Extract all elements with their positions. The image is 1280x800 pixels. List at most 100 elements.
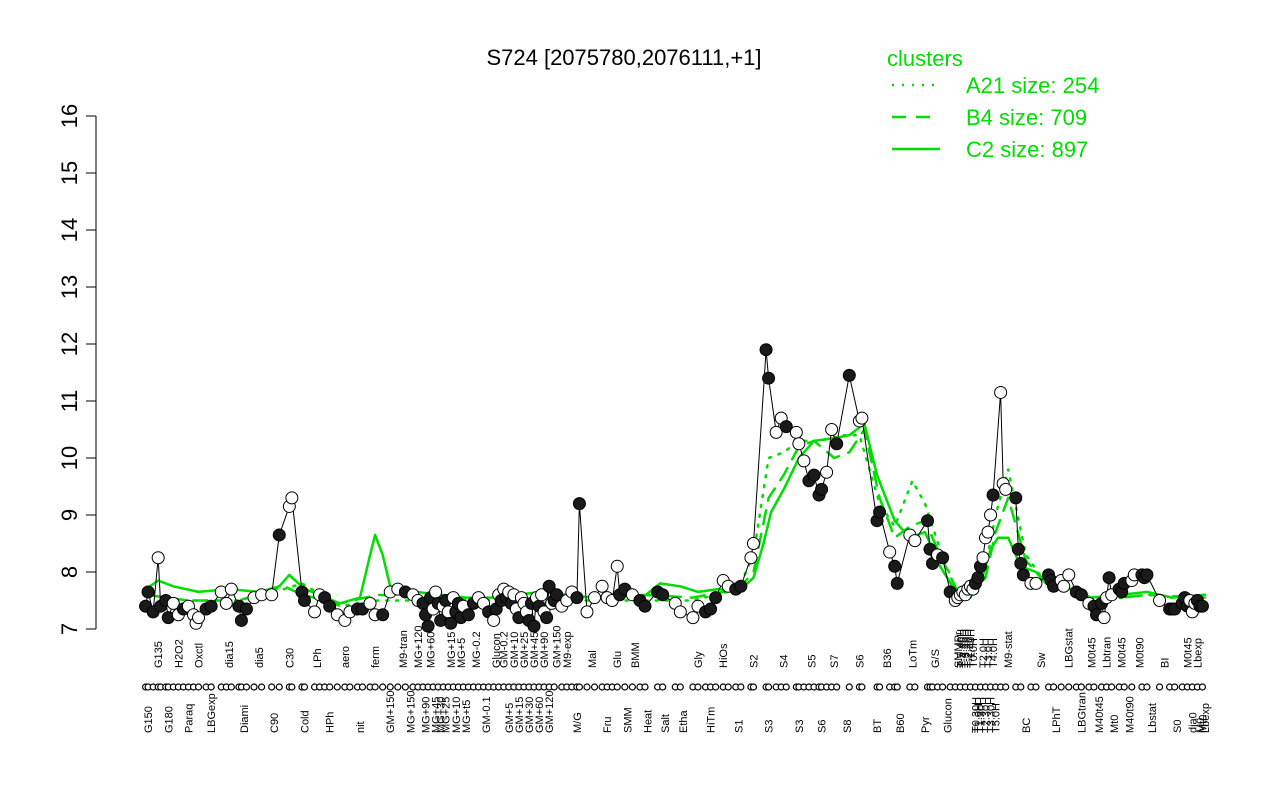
legend-entry-label: C2 size: 897 bbox=[966, 137, 1088, 162]
x-tick-label: T1.30H bbox=[975, 697, 987, 733]
x-tick-label: HiTm bbox=[706, 707, 718, 733]
x-tick-label: LBGstat bbox=[1064, 628, 1076, 668]
data-point bbox=[588, 591, 602, 605]
rug-marker bbox=[227, 683, 235, 691]
data-point bbox=[746, 537, 760, 550]
x-tick-label: GM+150 bbox=[552, 626, 564, 669]
x-tick-label: Etha bbox=[678, 709, 690, 733]
x-tick-label: S3 bbox=[764, 720, 776, 733]
rug-marker bbox=[1155, 683, 1164, 691]
x-tick-label: M/G bbox=[572, 712, 584, 733]
x-tick-label: T-1.40H bbox=[965, 629, 977, 668]
y-tick-label: 7 bbox=[57, 623, 82, 635]
y-axis: 7 8 9 10 11 12 13 14 15 16 bbox=[57, 104, 97, 635]
x-tick-label: S0 bbox=[1172, 720, 1184, 733]
rug-marker bbox=[1057, 683, 1065, 691]
rug-marker bbox=[1077, 683, 1085, 691]
x-tick-label: MG+60 bbox=[426, 632, 438, 668]
data-point bbox=[1195, 599, 1209, 613]
x-tick-label: M0 bbox=[1195, 718, 1207, 733]
x-tick-label: S7 bbox=[829, 655, 841, 668]
rug-marker bbox=[875, 683, 884, 691]
x-tick-label: T-5.40H bbox=[955, 629, 967, 668]
x-tick-label: G/S bbox=[930, 649, 942, 668]
x-tick-label: LPhT bbox=[1051, 706, 1063, 733]
rug-marker bbox=[1128, 683, 1136, 691]
x-tick-label: GM+150 bbox=[385, 691, 397, 734]
x-tick-label: M9-exp bbox=[562, 631, 574, 668]
data-point bbox=[595, 579, 609, 593]
rug-marker bbox=[1108, 683, 1116, 691]
rug-marker bbox=[1171, 683, 1179, 691]
x-tick-label: GM+90 bbox=[539, 632, 551, 668]
x-tick-label: T0.0H bbox=[968, 638, 980, 668]
data-point bbox=[971, 571, 985, 585]
x-tick-label: C90 bbox=[269, 713, 281, 733]
data-point bbox=[421, 619, 435, 633]
x-tick-label: MG+30 bbox=[436, 697, 448, 733]
rug-marker bbox=[590, 683, 599, 691]
rug-marker bbox=[1143, 683, 1151, 691]
data-point bbox=[141, 585, 155, 599]
data-point bbox=[285, 491, 299, 505]
rug-marker bbox=[628, 683, 636, 691]
x-tick-label: Mt0 bbox=[1197, 715, 1209, 733]
x-tick-label: MG+10 bbox=[451, 697, 463, 733]
x-tick-label: S5 bbox=[806, 655, 818, 668]
data-point bbox=[855, 411, 869, 425]
rug-marker bbox=[1002, 683, 1010, 691]
x-tick-label: HiOs bbox=[718, 643, 730, 668]
rug-marker bbox=[1017, 683, 1025, 691]
data-point bbox=[709, 591, 723, 605]
data-point bbox=[744, 551, 758, 565]
data-point bbox=[224, 582, 238, 596]
rug-marker bbox=[1198, 683, 1207, 691]
x-tick-label: C30 bbox=[284, 648, 296, 668]
data-point bbox=[986, 488, 1000, 502]
x-tick-label: Pyr bbox=[920, 716, 932, 733]
x-tick-label: M40t45 bbox=[1094, 696, 1106, 733]
data-point bbox=[908, 534, 922, 548]
y-tick-label: 12 bbox=[57, 332, 82, 356]
x-tick-label: S8 bbox=[842, 720, 854, 733]
rug-marker bbox=[694, 683, 702, 691]
rug-marker bbox=[1032, 683, 1040, 691]
x-tick-label: GM+60 bbox=[534, 697, 546, 733]
rug-layer bbox=[141, 683, 1207, 691]
legend-entries: A21 size: 254 B4 size: 709 C2 size: 897 bbox=[892, 73, 1099, 162]
rug-marker bbox=[659, 683, 667, 691]
data-point bbox=[166, 596, 180, 610]
points-layer bbox=[139, 343, 1209, 633]
data-point bbox=[487, 613, 501, 627]
legend-title: clusters bbox=[887, 46, 963, 71]
legend-entry-label: B4 size: 709 bbox=[966, 105, 1087, 130]
x-tick-label: SMMPr bbox=[953, 631, 965, 668]
data-point bbox=[888, 559, 902, 573]
data-point bbox=[376, 608, 390, 622]
data-point bbox=[572, 497, 586, 511]
data-point bbox=[825, 423, 839, 436]
x-tick-label: T2.30H bbox=[981, 697, 993, 733]
x-tick-label: T2.0H bbox=[978, 638, 990, 668]
x-tick-label: Fru bbox=[602, 717, 614, 734]
x-tick-label: BC bbox=[1021, 718, 1033, 733]
data-point bbox=[1140, 568, 1154, 582]
y-tick-label: 16 bbox=[57, 104, 82, 128]
x-tick-label: T-3.40H bbox=[960, 629, 972, 668]
x-tick-label: M40t90 bbox=[1124, 696, 1136, 733]
x-tick-label: MG+90 bbox=[421, 697, 433, 733]
data-point bbox=[890, 576, 904, 590]
x-tick-label: Lbexp bbox=[1200, 703, 1212, 733]
y-tick-label: 15 bbox=[57, 161, 82, 185]
data-point bbox=[550, 588, 564, 602]
x-tick-label: M0t45 bbox=[1182, 637, 1194, 668]
x-tick-label: Lbstat bbox=[1147, 703, 1159, 733]
x-tick-label: ferm bbox=[370, 646, 382, 668]
data-point bbox=[192, 611, 206, 625]
legend-entry-label: A21 size: 254 bbox=[966, 73, 1099, 98]
x-tick-label: dia15 bbox=[224, 641, 236, 668]
rug-marker bbox=[379, 683, 387, 691]
rug-marker bbox=[257, 683, 266, 691]
rug-marker bbox=[300, 683, 309, 691]
x-tick-label: Heat bbox=[643, 710, 655, 733]
